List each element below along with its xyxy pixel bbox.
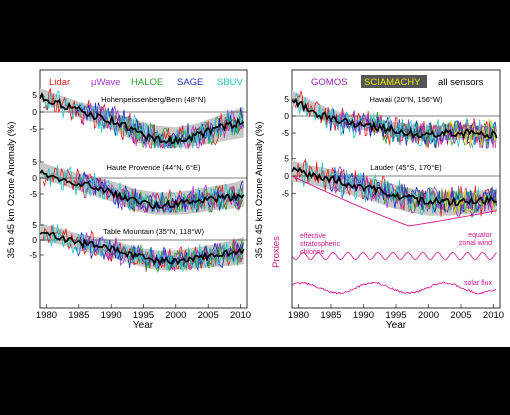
right-x-tick-label: 2010 (483, 310, 504, 321)
proxy-chlorine-line (291, 175, 497, 227)
right-legend-gomos: GOMOS (311, 77, 347, 88)
right-x-tick-label: 1990 (353, 310, 374, 321)
proxy-chlorine-label-1: effective (300, 233, 326, 240)
left-panel: Lidar µWave HALOE SAGE SBUV 5 0 -5 Hohenpeissen… (6, 69, 251, 331)
left-station-1-combined-line (39, 169, 245, 209)
right-station-1-y-tick-label: -5 (281, 188, 289, 198)
left-station-1-station-label: Haute Provence (44°N, 6°E) (107, 163, 201, 172)
right-station-1-y-tick-label: 5 (284, 154, 289, 164)
right-station-0-series-5 (444, 120, 497, 148)
right-station-1-series-3 (327, 167, 497, 214)
right-legend-allsensors: all sensors (438, 77, 484, 88)
left-station-2-y-tick-label: -5 (29, 250, 37, 260)
proxy-solar-label: solar flux (464, 280, 493, 287)
left-x-tick-label: 1990 (101, 310, 122, 321)
left-station-0-series-4 (43, 90, 243, 149)
left-x-tick-label: 2000 (165, 310, 186, 321)
proxy-chlorine-label-2: stratospheric (300, 241, 341, 248)
right-x-tick-label: 1985 (320, 310, 341, 321)
left-x-tick-label: 2010 (230, 310, 251, 321)
left-station-2: 5 0 -5 Table Mountain (35°N, 118°W) (29, 220, 247, 274)
right-x-tick-label: 2000 (418, 310, 439, 321)
left-legend-lidar: Lidar (49, 77, 70, 88)
right-station-0: 5 0 -5 Hawaii (20°N, 156°W) (281, 90, 500, 150)
left-station-1-series-4 (42, 165, 243, 213)
right-station-1-y-tick-label: 0 (284, 171, 289, 181)
left-station-1-y-tick-label: -5 (29, 189, 37, 199)
right-panel: GOMOS SCIAMACHY all sensors 5 0 -5 Hawaii (20… (254, 69, 504, 331)
proxy-qbo-label-1: equator (468, 232, 492, 239)
left-station-0-combined-line (39, 91, 245, 146)
left-legend-wave: µWave (91, 77, 120, 88)
left-series: 5 0 -5 Hohenpeissenberg/Bern (48°N) 5 0 -5 Haut… (29, 88, 247, 274)
right-station-1-uncertainty-band (292, 160, 497, 216)
proxy-chlorine-label-3: chlorine (300, 249, 325, 256)
left-legend-haloe: HALOE (131, 77, 163, 88)
right-legend-sciamachy: SCIAMACHY (364, 77, 421, 88)
left-legend: Lidar µWave HALOE SAGE SBUV (49, 77, 244, 88)
left-x-tick-label: 1980 (36, 310, 57, 321)
left-x-tick-label: 1985 (68, 310, 89, 321)
right-x-tick-label: 1980 (288, 310, 309, 321)
left-station-0-station-label: Hohenpeissenberg/Bern (48°N) (101, 95, 206, 104)
left-x-tick-label: 1995 (133, 310, 154, 321)
proxies-title: Proxies (271, 236, 282, 268)
left-x-axis-title: Year (133, 320, 154, 331)
left-station-0-y-tick-label: -5 (29, 124, 37, 134)
right-station-0-series-6 (444, 117, 497, 147)
right-series: 5 0 -5 Hawaii (20°N, 156°W) 5 0 -5 Lauder (45°S… (281, 90, 500, 218)
right-station-0-station-label: Hawaii (20°N, 156°W) (369, 95, 443, 104)
right-legend-highlight (361, 75, 427, 88)
left-station-0-y-tick-label: 0 (32, 107, 37, 117)
right-station-1: 5 0 -5 Lauder (45°S, 170°E) (281, 154, 500, 218)
right-station-0-combined-line (291, 98, 498, 139)
right-station-1-combined-line (291, 166, 497, 207)
left-station-2-station-label: Table Mountain (35°N, 118°W) (103, 227, 204, 236)
left-station-2-y-tick-label: 5 (32, 220, 37, 230)
left-station-1: 5 0 -5 Haute Provence (44°N, 6°E) (29, 157, 247, 215)
left-station-2-series-4 (42, 224, 243, 272)
left-station-2-y-tick-label: 0 (32, 235, 37, 245)
right-station-1-station-label: Lauder (45°S, 170°E) (370, 163, 442, 172)
left-station-2-series-2 (120, 239, 244, 274)
right-x-tick-label: 1995 (385, 310, 406, 321)
right-x-axis: 1980 1985 1990 1995 2000 2005 2010 (288, 304, 504, 321)
right-y-axis-title: 35 to 45 km Ozone Anomaly (%) (254, 122, 265, 259)
left-station-1-series-2 (120, 184, 244, 213)
right-legend: GOMOS SCIAMACHY all sensors (311, 75, 484, 88)
left-legend-sage: SAGE (177, 77, 203, 88)
left-station-0: 5 0 -5 Hohenpeissenberg/Bern (48°N) (29, 88, 247, 150)
left-station-1-y-tick-label: 0 (32, 173, 37, 183)
right-x-axis-title: Year (386, 320, 407, 331)
left-station-1-y-tick-label: 5 (32, 157, 37, 167)
left-station-2-combined-line (39, 231, 245, 266)
proxy-qbo-line (291, 252, 497, 260)
proxy-qbo-label-2: zonal wind (459, 240, 492, 247)
right-station-0-y-tick-label: -5 (281, 128, 289, 138)
left-station-2-series-3 (75, 231, 244, 271)
right-x-tick-label: 2005 (450, 310, 471, 321)
left-x-axis: 1980 1985 1990 1995 2000 2005 2010 (36, 304, 251, 321)
left-station-0-y-tick-label: 5 (32, 90, 37, 100)
left-x-tick-label: 2005 (198, 310, 219, 321)
right-station-0-y-tick-label: 0 (284, 111, 289, 121)
left-legend-sbuv: SBUV (217, 77, 244, 88)
y-axis-title: 35 to 45 km Ozone Anomaly (%) (6, 122, 17, 259)
proxy-solar-line (292, 281, 497, 295)
right-station-0-y-tick-label: 5 (284, 94, 289, 104)
